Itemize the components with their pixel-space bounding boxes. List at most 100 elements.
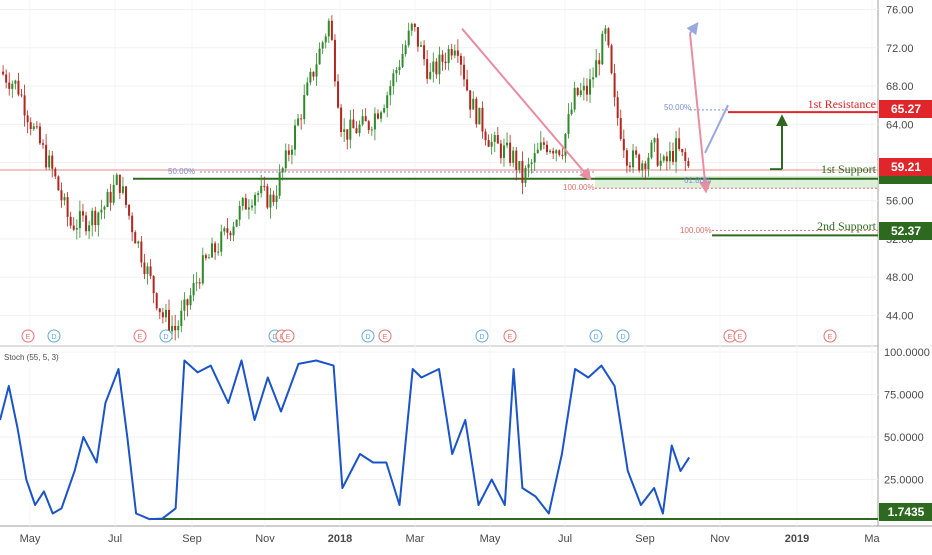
candle-body bbox=[161, 312, 164, 318]
candle-body bbox=[207, 257, 210, 259]
time-tick-label: Nov bbox=[710, 533, 730, 545]
candle-body bbox=[333, 39, 336, 82]
candle-body bbox=[244, 198, 247, 210]
candle-body bbox=[278, 172, 281, 196]
candle-body bbox=[318, 48, 321, 65]
candle-body bbox=[518, 161, 521, 170]
candle-body bbox=[35, 126, 38, 128]
event-marker-label: E bbox=[138, 334, 143, 341]
candle-body bbox=[555, 150, 558, 154]
candle-body bbox=[306, 82, 309, 96]
candle-body bbox=[260, 185, 263, 194]
candle-body bbox=[235, 219, 238, 227]
candle-body bbox=[595, 60, 598, 78]
candle-body bbox=[72, 225, 75, 230]
candle-body bbox=[404, 45, 407, 55]
candle-body bbox=[687, 161, 690, 167]
candle-body bbox=[32, 126, 35, 129]
candle-body bbox=[644, 163, 647, 170]
candle-body bbox=[453, 50, 456, 56]
candle-body bbox=[490, 141, 493, 147]
candle-body bbox=[226, 228, 229, 233]
candle-body bbox=[349, 119, 352, 140]
candle-body bbox=[275, 195, 278, 203]
candle-body bbox=[220, 231, 223, 252]
candle-body bbox=[38, 126, 41, 144]
candle-body bbox=[57, 176, 60, 191]
candle-body bbox=[450, 49, 453, 56]
candle-body bbox=[610, 45, 613, 74]
time-tick-label: 2018 bbox=[328, 533, 352, 545]
candle-body bbox=[604, 28, 607, 34]
candle-body bbox=[656, 138, 659, 166]
candle-body bbox=[619, 118, 622, 139]
candle-body bbox=[294, 125, 297, 150]
candle-body bbox=[324, 36, 327, 43]
candle-body bbox=[635, 150, 638, 155]
candle-body bbox=[81, 211, 84, 216]
candle-body bbox=[684, 152, 687, 162]
time-tick-label: Sep bbox=[635, 533, 655, 545]
candle-body bbox=[622, 138, 625, 151]
candle-body bbox=[195, 282, 198, 284]
candle-body bbox=[512, 150, 515, 163]
candle-body bbox=[536, 149, 539, 154]
candle-body bbox=[149, 266, 152, 277]
time-tick-label: Jul bbox=[558, 533, 572, 545]
candle-body bbox=[668, 151, 671, 162]
candle-body bbox=[573, 87, 576, 110]
candle-body bbox=[675, 138, 678, 162]
candle-body bbox=[641, 163, 644, 171]
candle-body bbox=[389, 86, 392, 96]
candle-body bbox=[198, 282, 201, 284]
candle-body bbox=[124, 186, 127, 205]
support2-value: 52.37 bbox=[891, 224, 921, 238]
candle-body bbox=[214, 243, 217, 253]
candle-body bbox=[26, 115, 29, 123]
candle-body bbox=[217, 251, 220, 253]
fib-mid-50-label: 50.00% bbox=[664, 103, 691, 112]
candle-body bbox=[337, 81, 340, 108]
candle-body bbox=[647, 157, 650, 170]
dividend-marker bbox=[159, 329, 173, 343]
candle-body bbox=[69, 216, 72, 226]
candle-body bbox=[601, 33, 604, 65]
candle-body bbox=[250, 205, 253, 208]
candle-body bbox=[303, 95, 306, 120]
candle-body bbox=[502, 145, 505, 158]
candle-body bbox=[300, 118, 303, 120]
candle-body bbox=[552, 150, 555, 154]
candle-body bbox=[5, 74, 8, 83]
candle-body bbox=[109, 191, 112, 203]
trend-arrow-3 bbox=[686, 21, 699, 36]
resistance-label: 1st Resistance bbox=[808, 97, 876, 111]
candle-body bbox=[613, 73, 616, 98]
zones bbox=[595, 175, 878, 189]
candle-body bbox=[88, 225, 91, 232]
dividend-marker bbox=[475, 329, 489, 343]
stoch-value-badge: 1.7435 bbox=[879, 503, 932, 521]
candle-body bbox=[94, 210, 97, 226]
candle-body bbox=[155, 293, 158, 309]
candle-body bbox=[17, 80, 20, 95]
candle-body bbox=[128, 204, 131, 216]
fib-mid-618-label: 61.80% bbox=[684, 176, 711, 185]
price-series bbox=[2, 15, 690, 341]
candle-body bbox=[592, 77, 595, 80]
candle-body bbox=[42, 143, 45, 145]
candle-body bbox=[579, 90, 582, 96]
candle-body bbox=[659, 160, 662, 166]
candle-body bbox=[281, 168, 284, 173]
candle-body bbox=[413, 23, 416, 28]
candle-body bbox=[204, 255, 207, 259]
candle-body bbox=[238, 205, 241, 220]
support-zone bbox=[595, 175, 878, 189]
price-axis: 76.0072.0068.0064.0060.0056.0052.0048.00… bbox=[884, 5, 930, 487]
candle-body bbox=[530, 162, 533, 165]
candle-body bbox=[290, 149, 293, 155]
candle-body bbox=[186, 299, 189, 306]
event-marker-label: E bbox=[728, 334, 733, 341]
candle-body bbox=[373, 113, 376, 130]
support1-value: 59.21 bbox=[891, 160, 921, 174]
dividend-marker bbox=[47, 329, 61, 343]
